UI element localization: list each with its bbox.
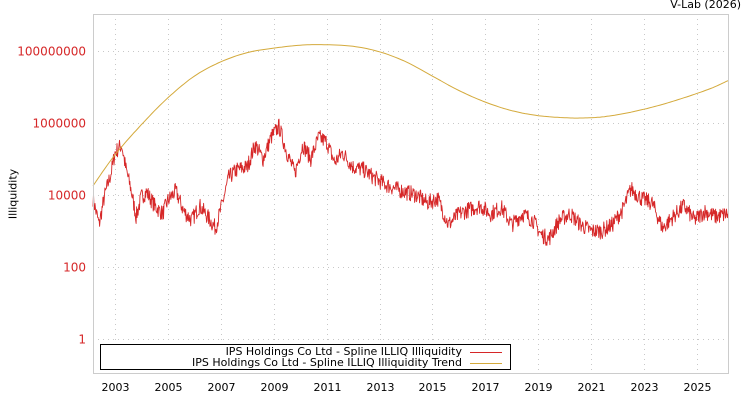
- y-axis-tick-labels: 1 100 10000 1000000 100000000: [17, 45, 86, 347]
- x-tick-label: 2003: [102, 381, 130, 394]
- x-tick-label: 2011: [314, 381, 342, 394]
- legend-item-trend: IPS Holdings Co Ltd - Spline ILLIQ Illiq…: [192, 357, 502, 369]
- x-tick-label: 2013: [367, 381, 395, 394]
- y-axis-label: Illiquidity: [6, 168, 20, 220]
- y-tick-label: 100000000: [17, 45, 86, 59]
- legend-swatch-red-line-icon: [470, 351, 502, 353]
- x-tick-label: 2019: [525, 381, 553, 394]
- legend-label: IPS Holdings Co Ltd - Spline ILLIQ Illiq…: [191, 356, 462, 369]
- chart-legend: IPS Holdings Co Ltd - Spline ILLIQ Illiq…: [100, 344, 511, 370]
- legend-label: IPS Holdings Co Ltd - Spline ILLIQ Illiq…: [225, 345, 462, 358]
- x-tick-label: 2021: [578, 381, 606, 394]
- y-tick-label: 1000000: [33, 117, 86, 131]
- x-tick-label: 2007: [208, 381, 236, 394]
- grid-lines: [93, 14, 728, 373]
- x-axis-tick-labels: 2003 2005 2007 2009 2011 2013 2015 2017 2019 2021…: [102, 381, 712, 394]
- x-tick-label: 2017: [472, 381, 500, 394]
- credit-label: V-Lab (2026): [670, 0, 741, 11]
- plot-frame: [93, 14, 729, 374]
- legend-swatch-gold-line-icon: [470, 362, 502, 364]
- x-tick-label: 2005: [155, 381, 183, 394]
- illiquidity-series-line: [92, 118, 729, 246]
- x-tick-label: 2023: [631, 381, 659, 394]
- x-tick-label: 2009: [261, 381, 289, 394]
- y-tick-label: 10000: [48, 189, 86, 203]
- y-tick-label: 100: [63, 261, 86, 275]
- y-tick-label: 1: [78, 333, 86, 347]
- illiquidity-trend-line: [92, 44, 729, 187]
- series-layer: [92, 44, 729, 246]
- x-tick-label: 2025: [684, 381, 712, 394]
- x-tick-label: 2015: [419, 381, 447, 394]
- legend-item-illiquidity: IPS Holdings Co Ltd - Spline ILLIQ Illiq…: [226, 346, 502, 358]
